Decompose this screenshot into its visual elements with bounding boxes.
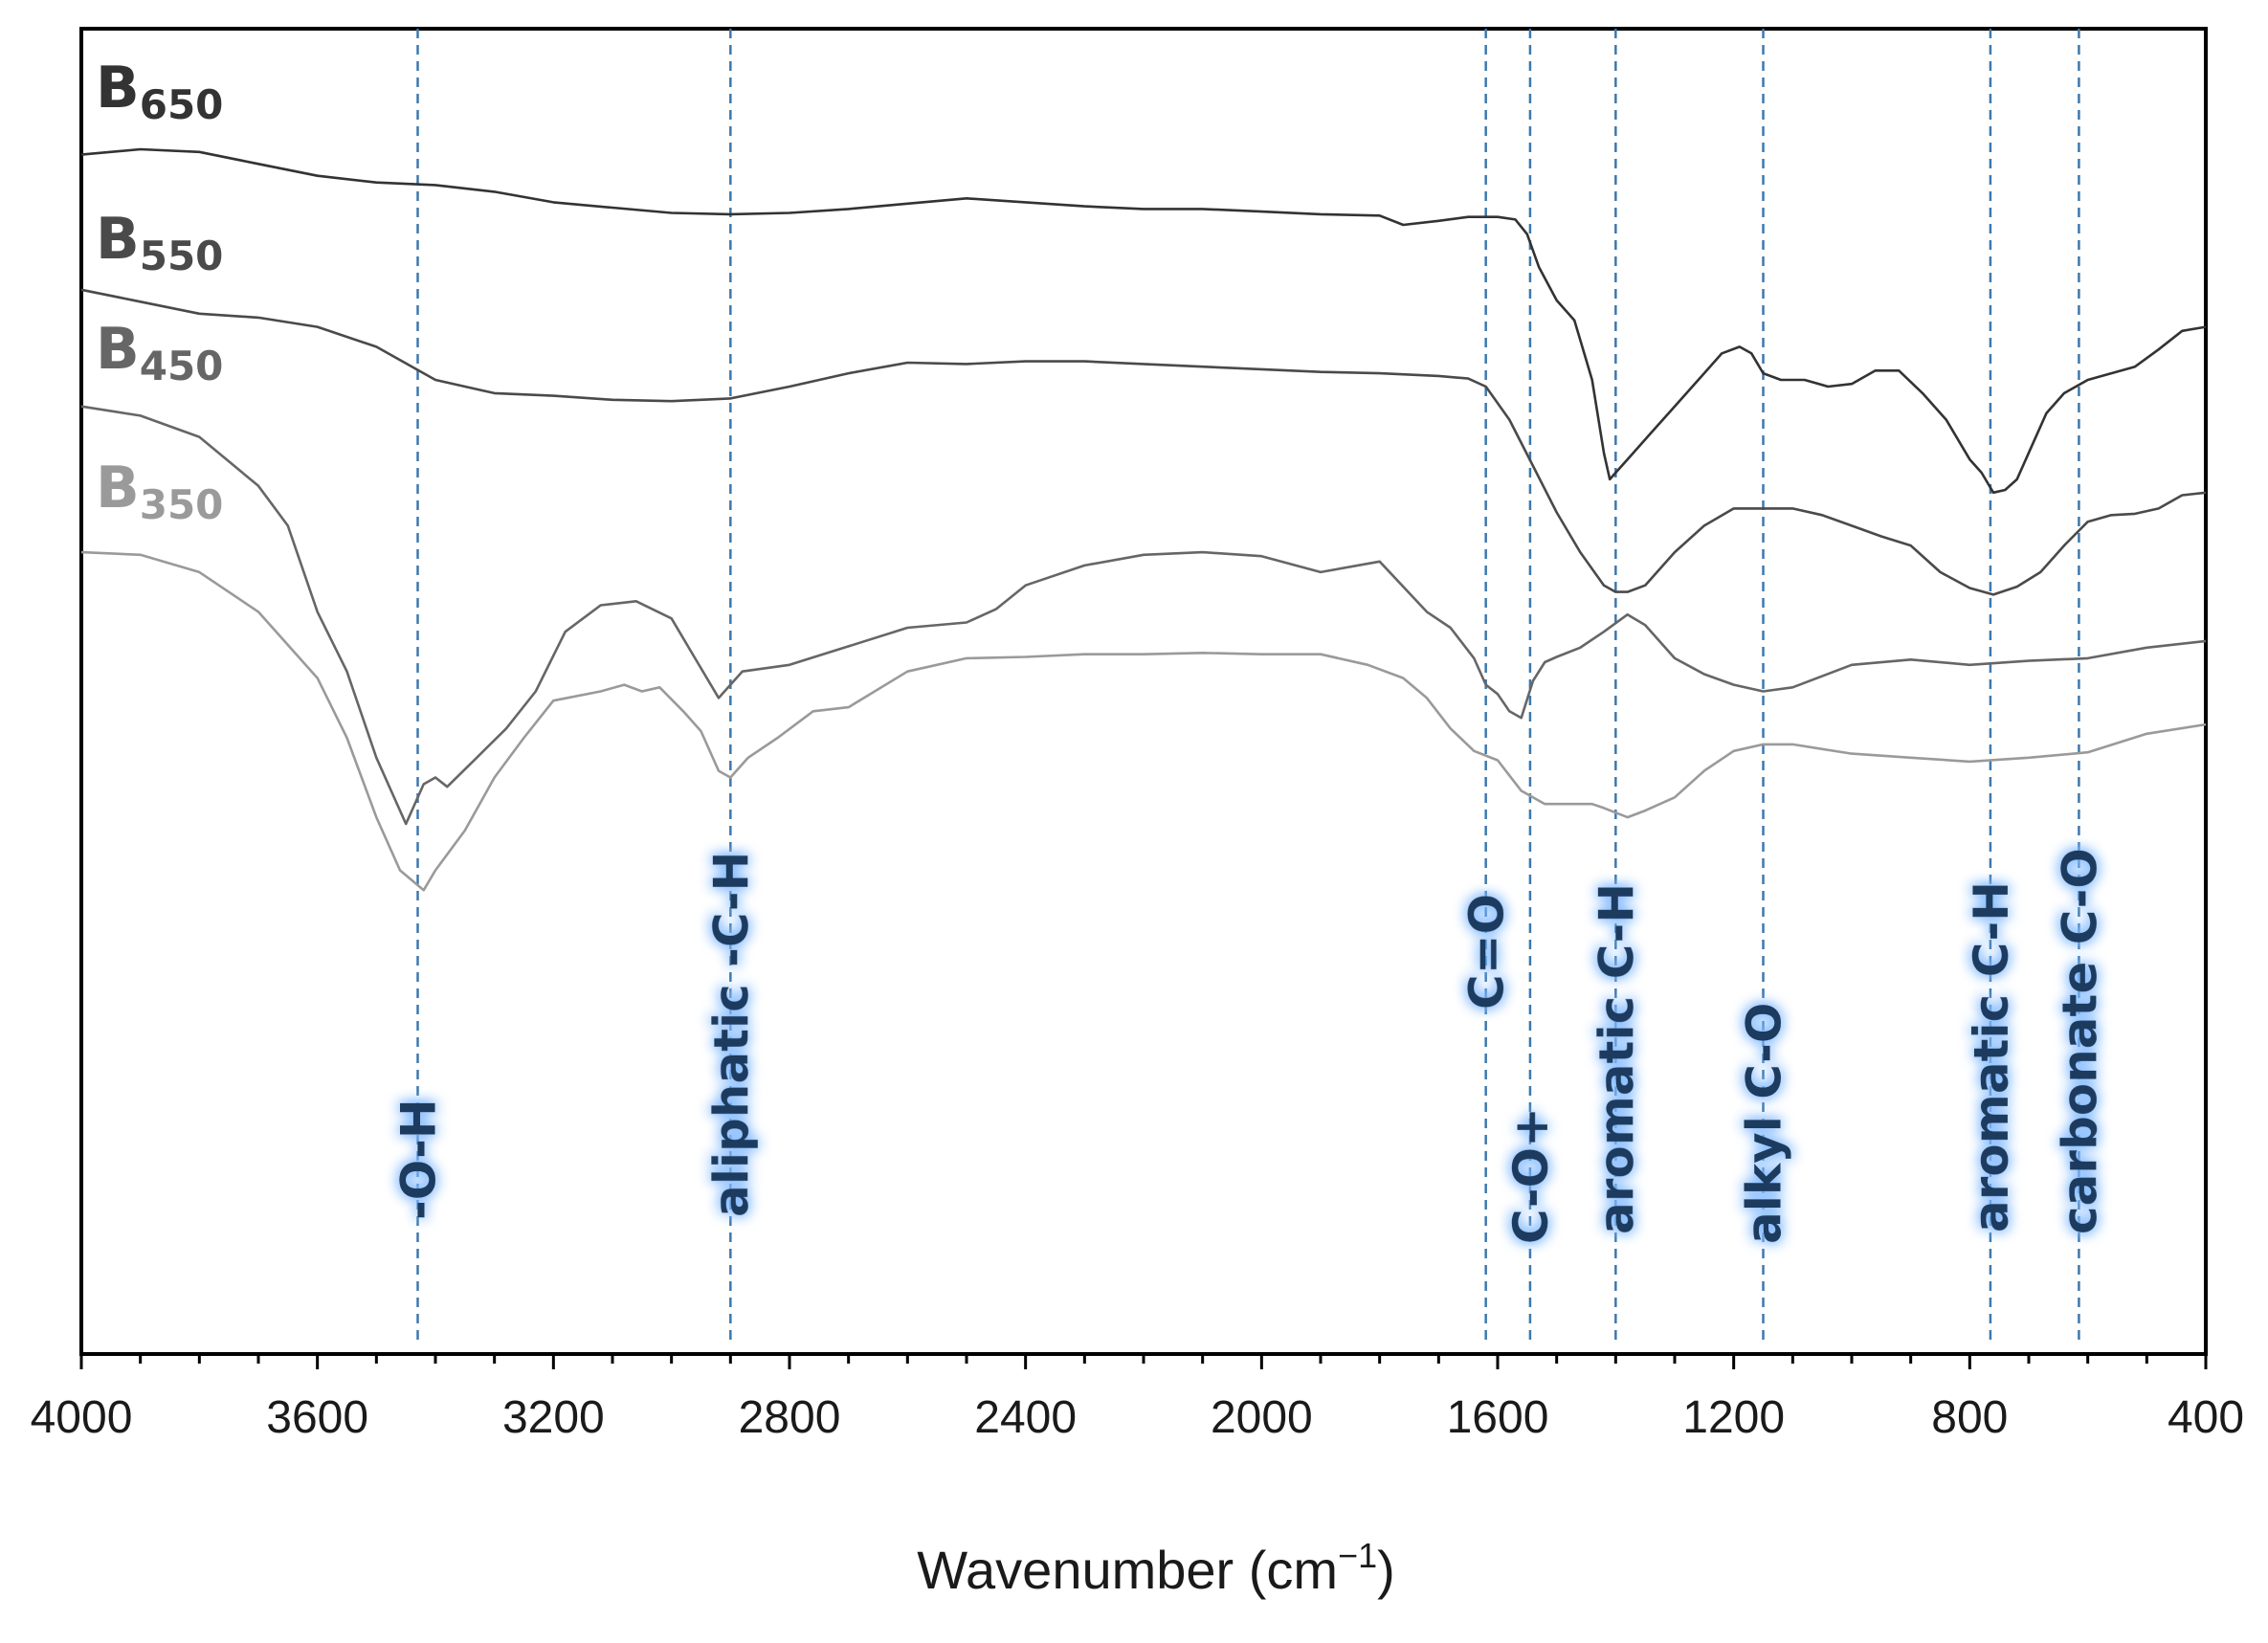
- x-axis-ticks: 4000 3600 3200 2800 2400 2000 1600 1200 800 400: [31, 1354, 2244, 1443]
- x-tick-label: 3200: [502, 1392, 605, 1443]
- series-line-B450: [80, 405, 2207, 826]
- band-label: aromatic C-H: [1964, 881, 2019, 1232]
- x-tick-label: 2000: [1211, 1392, 1313, 1443]
- band-label: aliphatic -C-H: [703, 852, 759, 1217]
- x-tick-label: 800: [1931, 1392, 2008, 1443]
- series-label-B650: B650: [96, 55, 223, 128]
- x-tick-label: 1200: [1682, 1392, 1785, 1443]
- band-label: carbonate C-O: [2052, 848, 2107, 1234]
- x-tick-label: 400: [2168, 1392, 2244, 1443]
- series-label-B550: B550: [96, 206, 223, 279]
- band-label: -O-H: [391, 1099, 447, 1220]
- x-tick-label: 2400: [974, 1392, 1077, 1443]
- x-tick-label: 2800: [739, 1392, 841, 1443]
- series-line-B650: [80, 147, 2207, 495]
- series-line-B350: [80, 550, 2207, 892]
- x-tick-label: 4000: [31, 1392, 133, 1443]
- x-axis-title: Wavenumber (cm−1): [917, 1536, 1395, 1600]
- band-label: alkyl C-O: [1737, 1003, 1792, 1244]
- spectra: B650 B550 B450 B350: [80, 55, 2207, 892]
- band-label: C-O+: [1503, 1107, 1559, 1244]
- x-tick-label: 3600: [266, 1392, 368, 1443]
- series-line-B550: [80, 288, 2207, 596]
- band-markers: -O-H aliphatic -C-H C=O C-O+ aromatic C-H alk…: [391, 29, 2107, 1343]
- x-tick-label: 1600: [1447, 1392, 1549, 1443]
- band-label: aromatic C-H: [1589, 883, 1644, 1234]
- series-label-B350: B350: [96, 455, 223, 528]
- x-axis-title-close: ): [1377, 1540, 1395, 1600]
- x-axis-title-exponent: −1: [1338, 1536, 1377, 1575]
- series-label-B450: B450: [96, 316, 223, 389]
- band-label: C=O: [1459, 894, 1515, 1010]
